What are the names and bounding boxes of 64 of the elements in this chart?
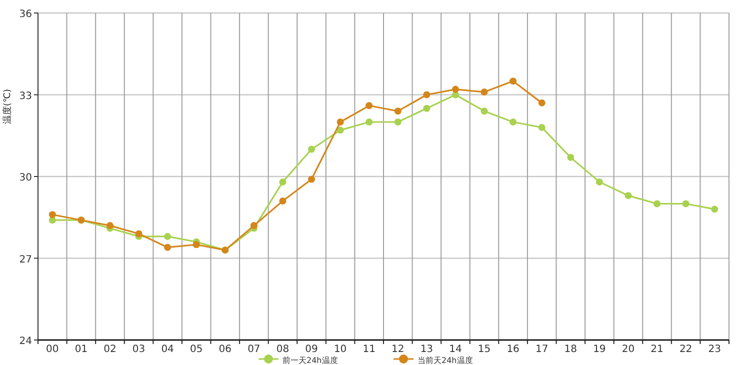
x-tick-label: 00: [46, 344, 59, 355]
point: [164, 244, 172, 251]
x-tick-label: 13: [420, 344, 434, 355]
point: [423, 91, 430, 98]
legend-label: 当前天24h温度: [418, 356, 473, 365]
point: [510, 118, 517, 126]
x-tick-label: 08: [276, 344, 290, 355]
x-tick-label: 04: [161, 344, 174, 355]
point: [567, 154, 574, 161]
x-tick-label: 20: [622, 344, 635, 355]
point: [135, 230, 142, 238]
x-tick-label: 17: [535, 344, 548, 355]
x-tick-label: 23: [708, 344, 721, 355]
point: [596, 178, 603, 186]
point: [336, 118, 344, 126]
point: [106, 222, 114, 230]
x-tick-label: 14: [449, 344, 462, 355]
x-tick-label: 11: [362, 344, 376, 355]
x-tick-label: 02: [104, 344, 116, 355]
y-tick-label: 33: [19, 90, 32, 102]
point: [624, 192, 632, 200]
x-tick-label: 15: [478, 344, 491, 355]
point: [48, 211, 56, 218]
point: [480, 108, 488, 115]
point: [279, 198, 286, 205]
x-tick-label: 18: [564, 344, 578, 355]
point: [279, 178, 286, 186]
x-tick-label: 19: [593, 344, 606, 355]
x-tick-label: 01: [74, 344, 88, 355]
x-tick-label: 07: [248, 344, 260, 355]
point: [308, 146, 316, 153]
x-tick-label: 21: [650, 344, 664, 355]
x-tick-label: 22: [679, 344, 692, 355]
point: [452, 86, 459, 93]
x-tick-label: 10: [334, 344, 347, 355]
y-tick-label: 36: [19, 9, 32, 20]
point: [366, 118, 373, 126]
point: [682, 200, 690, 208]
point: [394, 108, 402, 115]
point: [394, 118, 402, 126]
point: [336, 126, 344, 134]
y-tick-label: 27: [19, 254, 32, 266]
point: [250, 222, 258, 230]
y-tick-label: 24: [19, 336, 32, 347]
point: [308, 176, 316, 183]
y-tick-label: 30: [19, 172, 32, 184]
x-tick-label: 03: [132, 344, 146, 355]
point: [538, 124, 546, 131]
point: [480, 88, 488, 96]
x-tick-label: 06: [218, 344, 232, 355]
x-tick-label: 09: [305, 344, 318, 355]
point: [510, 78, 517, 85]
point: [423, 104, 430, 112]
x-tick-label: 16: [506, 344, 520, 355]
point: [366, 102, 373, 110]
point: [192, 241, 200, 248]
point: [538, 99, 546, 106]
point: [164, 232, 172, 240]
x-tick-label: 05: [190, 344, 203, 355]
point: [711, 206, 718, 213]
legend-label: 前一天24h温度: [282, 356, 338, 365]
x-tick-label: 12: [392, 344, 404, 355]
point: [654, 200, 661, 208]
y-axis-title: 温度(℃): [2, 88, 13, 124]
